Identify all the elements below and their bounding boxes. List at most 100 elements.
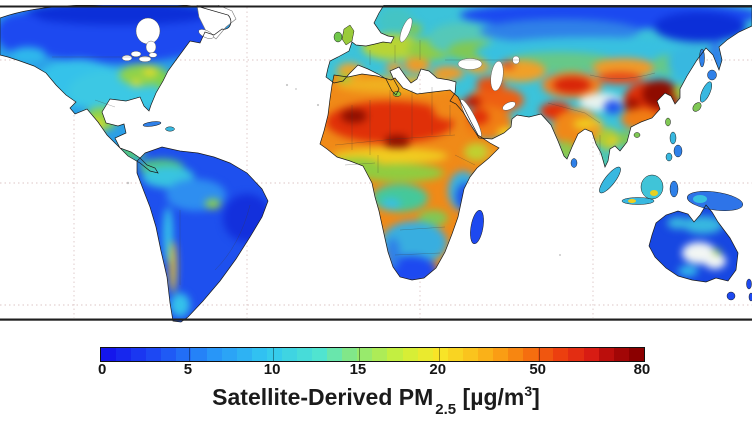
island-new-zealand-north <box>746 278 752 290</box>
lake-superior <box>121 55 133 62</box>
colorbar-segment <box>493 348 509 361</box>
colorbar-segment <box>523 348 539 361</box>
island-hainan <box>633 132 641 138</box>
island-ireland <box>333 31 343 43</box>
island-mindanao <box>673 144 683 158</box>
persian-gulf <box>502 101 516 111</box>
colorbar-tick-labels: 0 5 10 15 20 50 80 <box>0 361 752 381</box>
colorbar-segment <box>191 348 207 361</box>
gulf-st-lawrence <box>198 29 214 39</box>
island-java-hotspot <box>628 199 636 203</box>
island-cuba <box>142 121 162 127</box>
colorbar-segment <box>327 348 343 361</box>
world-map <box>0 5 752 323</box>
island-madagascar <box>470 209 484 245</box>
colorbar-segment <box>387 348 403 361</box>
colorbar-segment <box>462 348 478 361</box>
colorbar-segment <box>568 348 584 361</box>
title-superscript: 3 <box>524 383 533 399</box>
colorbar-segment <box>221 348 237 361</box>
black-sea <box>457 58 483 70</box>
hudson-bay <box>135 17 161 45</box>
colorbar-segment <box>477 348 494 361</box>
map-area <box>0 5 752 323</box>
colorbar-tick-label: 50 <box>529 361 546 378</box>
colorbar-segment <box>357 348 373 361</box>
island-sakhalin <box>699 48 705 68</box>
island-sulawesi <box>669 180 679 198</box>
island-sri-lanka <box>570 158 578 168</box>
islands <box>142 24 752 302</box>
colorbar-tick-mark <box>273 348 275 361</box>
colorbar-tick-label: 80 <box>633 361 651 378</box>
title-text: Satellite-Derived PM <box>212 384 434 410</box>
island-sicily <box>392 91 402 97</box>
colorbar-tick-label: 15 <box>349 361 367 378</box>
title-unit: µg/m <box>470 384 525 410</box>
island-sumatra <box>599 166 621 194</box>
colorbar-segment <box>628 348 644 361</box>
colorbar-tick-mark <box>538 348 540 361</box>
lakes-and-seas <box>121 17 520 137</box>
colorbar-segment <box>342 348 358 361</box>
map-bottom-border <box>0 318 752 321</box>
lake-michigan <box>148 52 158 58</box>
island-specks <box>126 83 561 256</box>
island-hokkaido <box>707 69 717 81</box>
lake-huron <box>130 51 142 58</box>
colorbar-segment <box>583 348 599 361</box>
colorbar-tick-mark <box>438 348 440 361</box>
colorbar-segment <box>553 348 569 361</box>
lake-erie-ontario <box>138 56 152 63</box>
colorbar-tick-label: 20 <box>429 361 447 378</box>
colorbar-tick-mark <box>188 348 190 361</box>
colorbar-tick-mark <box>358 348 360 361</box>
colorbar-segment <box>372 348 388 361</box>
colorbar-segment <box>312 348 328 361</box>
island-luzon <box>669 131 677 145</box>
colorbar-segment <box>402 348 418 361</box>
colorbar-segment <box>613 348 629 361</box>
colorbar-segment <box>251 348 267 361</box>
island-borneo-hotspot <box>650 190 658 196</box>
colorbar-segment <box>266 348 282 361</box>
colorbar-segment <box>101 348 117 361</box>
colorbar-segment <box>447 348 463 361</box>
colorbar-segment <box>206 348 222 361</box>
colorbar-segment <box>432 348 448 361</box>
island-java <box>621 197 655 205</box>
figure-title: Satellite-Derived PM 2.5 [µg/m3] <box>0 383 752 418</box>
colorbar-segment <box>417 348 433 361</box>
title-bracket-close: ] <box>532 384 540 410</box>
island-hispaniola <box>165 126 175 132</box>
caspian-sea <box>490 60 504 92</box>
island-kyushu <box>692 102 702 112</box>
colorbar-segment <box>598 348 614 361</box>
island-visayas <box>665 152 673 162</box>
island-honshu <box>699 81 713 103</box>
island-new-zealand-south <box>748 292 752 302</box>
colorbar-segment <box>508 348 524 361</box>
title-subscript: 2.5 <box>435 401 457 418</box>
colorbar-segment <box>281 348 298 361</box>
colorbar-segment <box>236 348 252 361</box>
colorbar-segment <box>176 348 192 361</box>
colorbar-segment <box>146 348 162 361</box>
colorbar-segment <box>161 348 177 361</box>
island-new-guinea-cyan <box>693 195 707 203</box>
james-bay <box>145 40 157 54</box>
country-borders <box>52 40 656 285</box>
colorbar-tick-label: 0 <box>98 361 107 378</box>
island-great-britain <box>341 24 355 46</box>
colorbar-tick-label: 5 <box>183 361 193 378</box>
colorbar-segment <box>131 348 147 361</box>
colorbar-tick-label: 10 <box>263 361 281 378</box>
colorbar-segment <box>116 348 132 361</box>
map-top-border <box>0 5 752 8</box>
baltic-sea <box>399 17 413 43</box>
colorbar-segment <box>297 348 313 361</box>
title-bracket: [ <box>456 384 471 410</box>
island-tasmania <box>726 291 736 301</box>
colorbar-segment <box>538 348 554 361</box>
